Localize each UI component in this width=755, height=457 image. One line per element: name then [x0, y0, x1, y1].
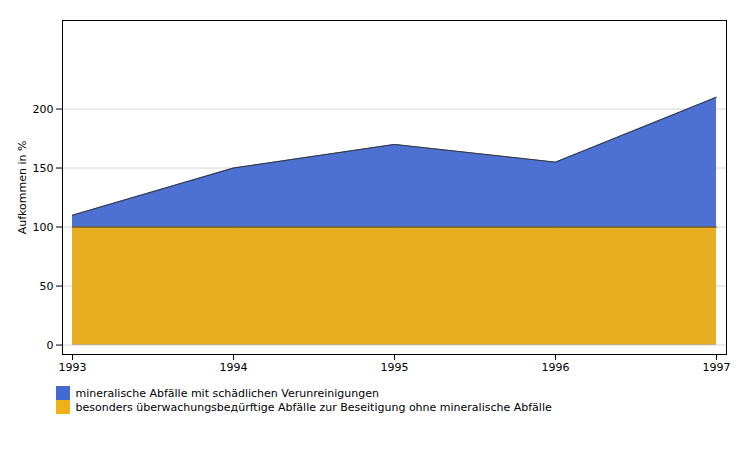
svg-text:200: 200 — [33, 103, 54, 116]
svg-text:Aufkommen in %: Aufkommen in % — [16, 141, 29, 235]
svg-text:1995: 1995 — [381, 361, 409, 374]
svg-text:1994: 1994 — [220, 361, 248, 374]
svg-text:100: 100 — [33, 221, 54, 234]
html-text:besonders überwachungsbедürfti: besonders überwachungsbедürftige Abfälle… — [75, 400, 552, 414]
svg-text:1997: 1997 — [703, 361, 731, 374]
html-text:mineralische Abfälle mit schäd: mineralische Abfälle mit schädlichen Ver… — [75, 386, 379, 400]
svg-text:50: 50 — [40, 280, 54, 293]
svg-text:1996: 1996 — [542, 361, 570, 374]
svg-text:0: 0 — [47, 339, 54, 352]
svg-text:150: 150 — [33, 162, 54, 175]
svg-text:1993: 1993 — [59, 361, 87, 374]
